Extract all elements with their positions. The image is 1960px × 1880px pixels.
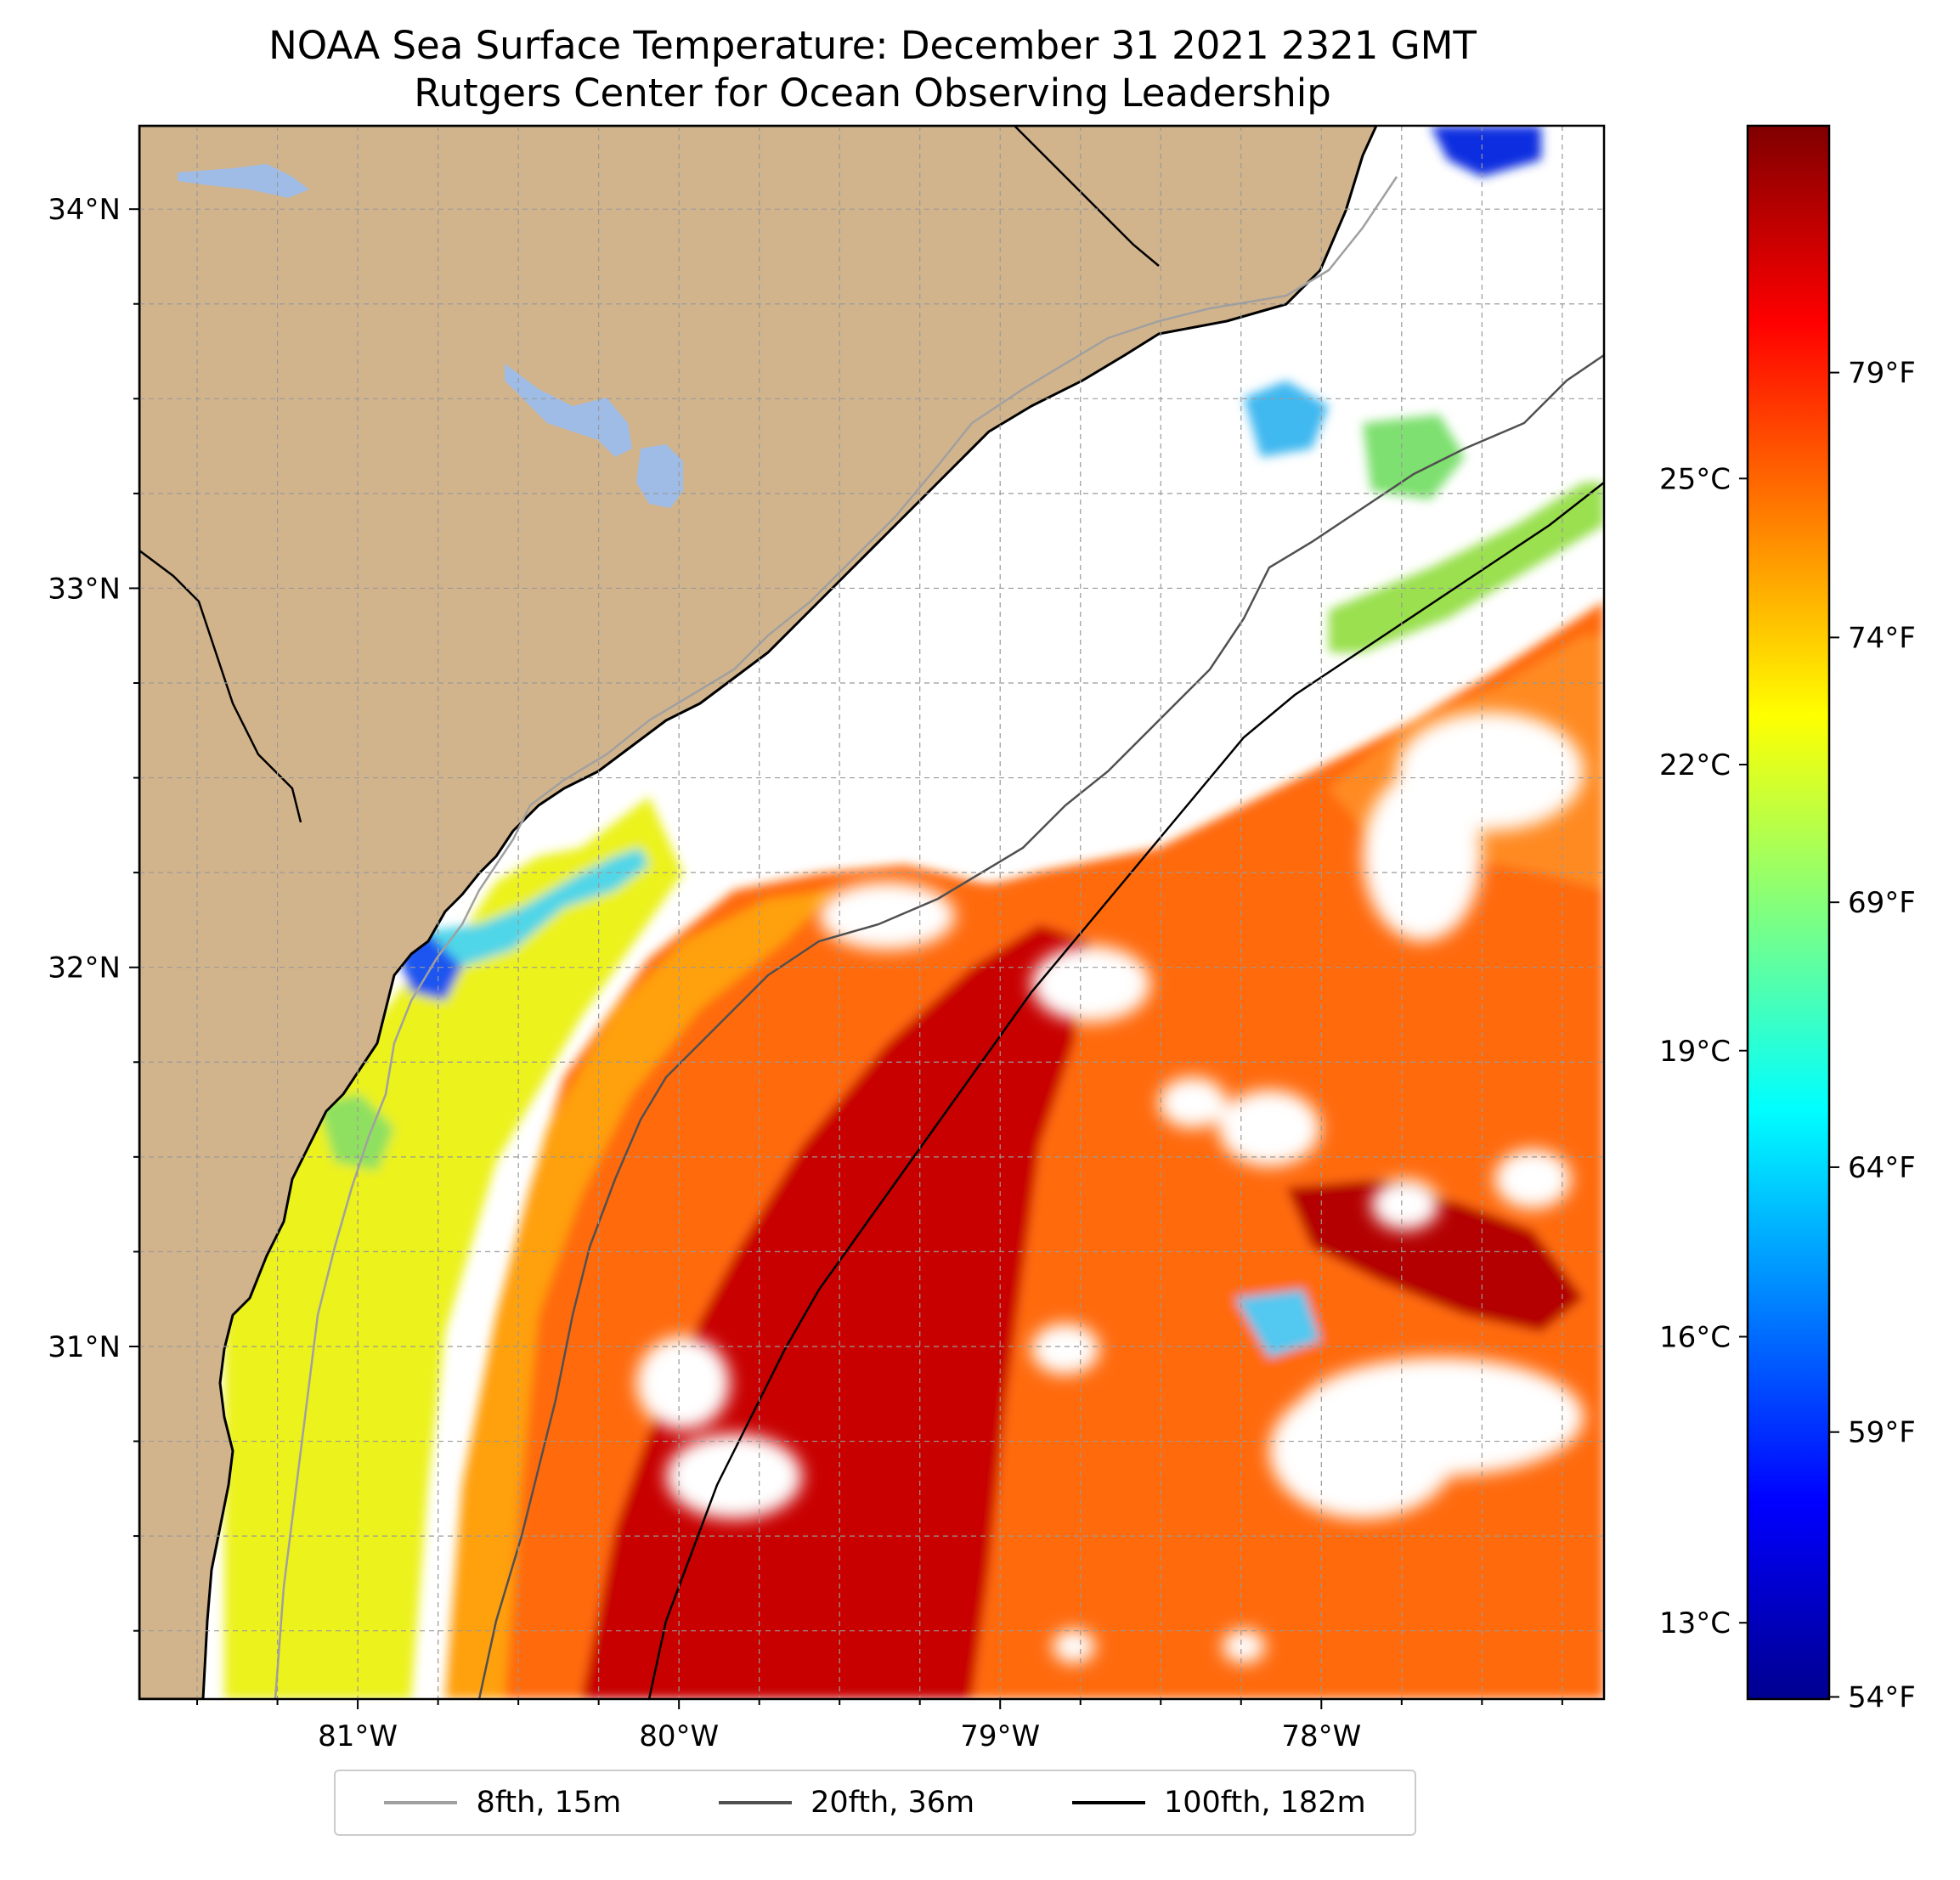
title-line-2: Rutgers Center for Ocean Observing Leade… — [414, 71, 1331, 116]
lon-label: 78°W — [1281, 1719, 1361, 1753]
graticule — [139, 126, 1604, 1699]
map-frame — [138, 124, 1606, 1701]
cbar-label-c: 16°C — [1659, 1320, 1731, 1354]
cloud-gap — [1363, 771, 1482, 941]
sst-darkred-patch-east — [1286, 1179, 1584, 1332]
lon-label: 79°W — [960, 1719, 1040, 1753]
sst-green-strip-1 — [1329, 483, 1604, 652]
cloud-gap — [1269, 1383, 1456, 1519]
legend-item-20fth: 20fth, 36m — [719, 1786, 974, 1820]
cbar-label-c: 13°C — [1659, 1606, 1731, 1640]
legend-label-100fth: 100fth, 182m — [1163, 1786, 1366, 1820]
cloud-gap — [1031, 1324, 1099, 1375]
contour-100fth — [647, 482, 1604, 1699]
cbar-label-f: 74°F — [1848, 621, 1916, 655]
cloud-gap — [1142, 644, 1346, 763]
lake — [636, 444, 683, 508]
cloud-gap — [1159, 1077, 1227, 1128]
lake — [505, 364, 632, 457]
sst-green-patch-south — [318, 1094, 394, 1171]
lake — [178, 164, 309, 198]
colorbar: 25°C 22°C 19°C 16°C 13°C 79°F 74°F 69°F 64°F 59°F… — [1659, 124, 1916, 1715]
cloud-gap — [1218, 1090, 1320, 1166]
cloud-gap — [666, 1434, 802, 1519]
cloud-gap — [1053, 1629, 1095, 1663]
cbar-label-f: 54°F — [1848, 1681, 1916, 1715]
contour-20fth — [477, 353, 1604, 1699]
lon-label: 81°W — [318, 1719, 398, 1753]
sst-green-patch-offshore — [1363, 415, 1465, 500]
legend-label-8fth: 8fth, 15m — [476, 1786, 622, 1820]
sst-darkblue-patch-north — [1431, 126, 1541, 177]
cbar-label-c: 19°C — [1659, 1035, 1731, 1069]
colorbar-labels: 25°C 22°C 19°C 16°C 13°C 79°F 74°F 69°F 64°F 59°F… — [1659, 357, 1916, 1715]
title-line-1: NOAA Sea Surface Temperature: December 3… — [268, 23, 1477, 68]
lat-label: 33°N — [48, 572, 121, 606]
state-border — [1014, 126, 1160, 267]
cloud-gap — [1494, 1149, 1571, 1209]
cbar-label-f: 64°F — [1848, 1151, 1916, 1185]
cloud-gap — [1371, 1179, 1439, 1230]
cloud-gap — [1223, 1629, 1265, 1663]
cloud-gap — [819, 882, 955, 950]
cloud-gap — [636, 1336, 730, 1430]
lat-label: 32°N — [48, 951, 121, 985]
cbar-label-f: 59°F — [1848, 1416, 1916, 1450]
land — [139, 126, 1378, 1699]
axis-ticks: 81°W 80°W 79°W 78°W 34°N 33°N 32°N 31°N — [48, 193, 1563, 1753]
colorbar-gradient — [1746, 124, 1831, 1701]
lat-label: 34°N — [48, 193, 121, 227]
cbar-label-c: 22°C — [1659, 748, 1731, 782]
legend-item-100fth: 100fth, 182m — [1071, 1786, 1366, 1820]
cbar-label-f: 79°F — [1848, 357, 1916, 391]
lat-label: 31°N — [48, 1330, 121, 1364]
legend-label-20fth: 20fth, 36m — [811, 1786, 975, 1820]
cloud-gaps — [636, 644, 1584, 1663]
legend-line-8fth — [384, 1801, 458, 1804]
contour-legend: 8fth, 15m 20fth, 36m 100fth, 182m — [334, 1770, 1416, 1836]
chart-title: NOAA Sea Surface Temperature: December 3… — [136, 22, 1609, 117]
sst-cyan-patch-offshore — [1244, 381, 1329, 457]
contour-8fth — [274, 176, 1398, 1699]
sst-nearshore-band — [224, 797, 683, 1699]
legend-item-8fth: 8fth, 15m — [384, 1786, 621, 1820]
cbar-label-f: 69°F — [1848, 886, 1916, 920]
state-border — [139, 550, 302, 823]
lon-label: 80°W — [639, 1719, 719, 1753]
cbar-label-c: 25°C — [1659, 462, 1731, 496]
sst-map: 81°W 80°W 79°W 78°W 34°N 33°N 32°N 31°N — [48, 124, 1606, 1753]
legend-line-20fth — [719, 1801, 793, 1804]
cloud-gap — [1031, 946, 1150, 1022]
cloud-gap — [938, 801, 1040, 878]
legend-line-100fth — [1071, 1801, 1145, 1804]
sst-cyan-patches — [411, 848, 649, 984]
sst-orange-shelf-edge — [445, 890, 836, 1699]
sst-cyan-patch-mid — [1235, 1290, 1320, 1358]
